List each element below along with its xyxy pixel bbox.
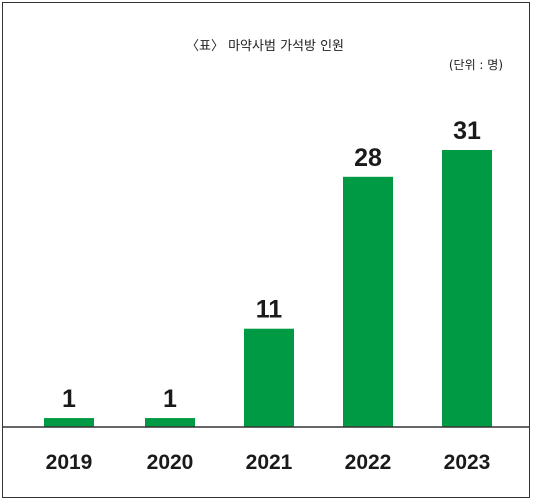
value-label-2021: 11 [256, 296, 283, 324]
value-label-2020: 1 [163, 385, 177, 413]
x-tick-label-2019: 2019 [46, 451, 93, 474]
x-tick-labels: 2019 2020 2021 2022 2023 [46, 451, 491, 474]
x-tick-label-2022: 2022 [345, 451, 392, 474]
value-label-2022: 28 [354, 144, 382, 172]
bar-2023 [442, 150, 492, 427]
chart-title: 〈표〉 마약사범 가석방 인원 [186, 39, 344, 54]
value-label-2023: 31 [453, 117, 481, 145]
bar-2020 [145, 418, 195, 427]
bar-2019 [44, 418, 94, 427]
x-tick-label-2020: 2020 [147, 451, 194, 474]
x-tick-label-2021: 2021 [246, 451, 293, 474]
value-label-2019: 1 [62, 385, 76, 413]
bar-2021 [244, 328, 294, 427]
x-tick-label-2023: 2023 [444, 451, 491, 474]
unit-label: (단위 : 명) [449, 58, 503, 72]
bar-2022 [343, 176, 393, 427]
